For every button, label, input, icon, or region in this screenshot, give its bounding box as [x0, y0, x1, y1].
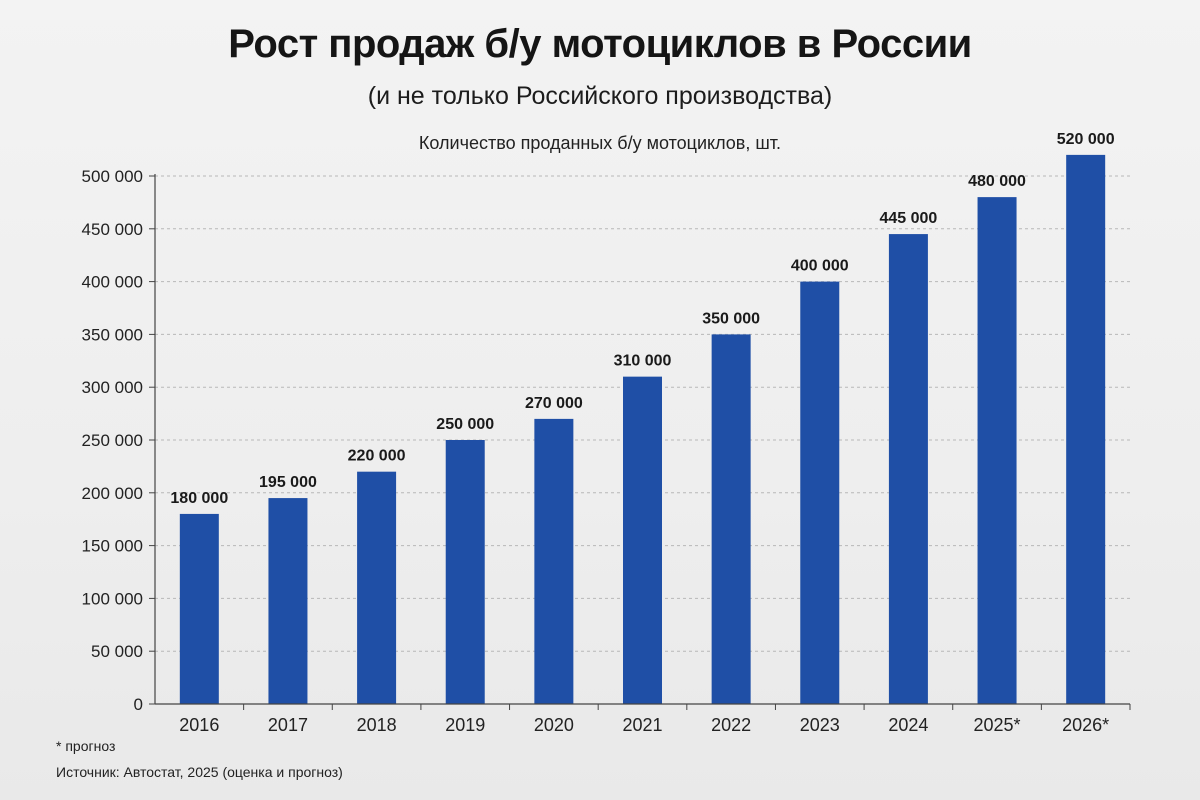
bar-value-label: 220 000	[348, 448, 406, 465]
x-category-label: 2023	[800, 715, 840, 735]
y-tick-label: 300 000	[82, 378, 143, 397]
forecast-footnote: * прогноз	[56, 738, 116, 754]
bar-value-label: 180 000	[170, 490, 228, 507]
bar-2017	[268, 498, 308, 704]
y-tick-label: 0	[134, 695, 143, 714]
labels-layer: 0 50 000 100 000 150 000 200 000 250 000 300 0…	[82, 131, 1115, 735]
bar-2018	[357, 471, 397, 704]
bar-2019	[445, 440, 485, 704]
y-tick-label: 50 000	[91, 642, 143, 661]
x-category-label: 2017	[268, 715, 308, 735]
x-category-label: 2016	[179, 715, 219, 735]
x-category-label: 2022	[711, 715, 751, 735]
y-tick-label: 450 000	[82, 220, 143, 239]
x-category-label: 2025*	[974, 715, 1021, 735]
y-tick-label: 200 000	[82, 484, 143, 503]
bar-value-label: 480 000	[968, 173, 1026, 190]
x-category-label: 2024	[888, 715, 928, 735]
x-category-label: 2021	[622, 715, 662, 735]
chart-subtitle: (и не только Российского производства)	[367, 82, 833, 110]
chart-title: Рост продаж б/у мотоциклов в России	[228, 22, 972, 66]
y-tick-label: 400 000	[82, 273, 143, 292]
bar-value-label: 195 000	[259, 474, 317, 491]
bar-2026-forecast	[1066, 154, 1106, 704]
bar-value-label: 350 000	[702, 310, 760, 327]
bar-value-label: 270 000	[525, 395, 583, 412]
y-tick-label: 350 000	[82, 325, 143, 344]
bar-value-label: 445 000	[879, 210, 937, 227]
y-tick-label: 100 000	[82, 589, 143, 608]
x-category-label: 2019	[445, 715, 485, 735]
bar-2021	[623, 376, 662, 704]
bar-value-label: 310 000	[614, 353, 672, 370]
y-tick-label: 250 000	[82, 431, 143, 450]
bar-2020	[534, 418, 574, 704]
source-note: Источник: Автостат, 2025 (оценка и прогн…	[56, 764, 343, 780]
bar-2025-forecast	[977, 197, 1017, 704]
y-tick-label: 500 000	[82, 167, 143, 186]
axis-layer	[149, 174, 1131, 710]
bar-value-label: 520 000	[1057, 131, 1115, 148]
chart-caption: Количество проданных б/у мотоциклов, шт.	[418, 133, 782, 153]
bar-value-label: 250 000	[436, 416, 494, 433]
bar-2024	[888, 234, 928, 704]
bar-2016	[179, 513, 219, 704]
x-category-label: 2026*	[1062, 715, 1109, 735]
bar-2023	[800, 281, 840, 704]
bars-layer	[179, 154, 1106, 704]
x-category-label: 2018	[357, 715, 397, 735]
bar-2022	[711, 334, 751, 704]
x-category-label: 2020	[534, 715, 574, 735]
bar-value-label: 400 000	[791, 258, 849, 275]
y-tick-label: 150 000	[82, 537, 143, 556]
